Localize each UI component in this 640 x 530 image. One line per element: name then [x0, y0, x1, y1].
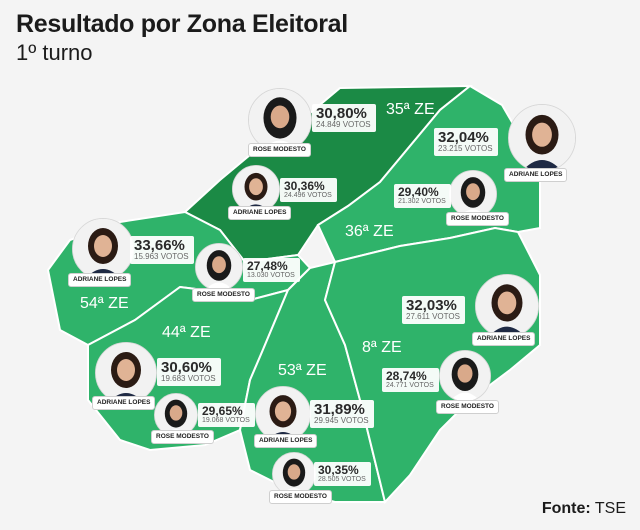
candidate-votes: 27.611 VOTOS	[406, 312, 460, 321]
avatar	[449, 170, 497, 218]
avatar	[195, 243, 243, 291]
candidate-votes: 23.215 VOTOS	[438, 144, 493, 153]
candidate-result: 31,89% 29.945 VOTOS	[310, 400, 374, 428]
candidate-name: ROSE MODESTO	[436, 400, 499, 414]
avatar	[475, 274, 539, 338]
candidate-result: 29,65% 19.068 VOTOS	[198, 403, 255, 427]
zone-label-8: 8ª ZE	[362, 339, 402, 356]
candidate-name: ADRIANE LOPES	[228, 206, 292, 220]
candidate-votes: 21.302 VOTOS	[398, 198, 446, 205]
avatar	[72, 218, 134, 280]
candidate-name: ADRIANE LOPES	[254, 434, 318, 448]
candidate-name: ROSE MODESTO	[269, 490, 332, 504]
candidate-votes: 24.496 VOTOS	[284, 192, 332, 199]
candidate-percent: 32,03%	[406, 297, 457, 314]
candidate-votes: 29.945 VOTOS	[314, 416, 369, 425]
candidate-votes: 24.849 VOTOS	[316, 120, 371, 129]
candidate-result: 30,60% 19.683 VOTOS	[157, 358, 221, 386]
candidate-votes: 13.030 VOTOS	[247, 272, 295, 279]
candidate-result: 33,66% 15.963 VOTOS	[130, 236, 194, 264]
candidate-percent: 31,89%	[314, 401, 365, 418]
candidate-result: 30,80% 24.849 VOTOS	[312, 104, 376, 132]
source-value: TSE	[594, 500, 626, 517]
candidate-result: 30,36% 24.496 VOTOS	[280, 178, 337, 202]
candidate-name: ROSE MODESTO	[192, 288, 255, 302]
candidate-votes: 28.505 VOTOS	[318, 476, 366, 483]
zone-label-54: 54ª ZE	[80, 295, 129, 312]
candidate-result: 32,04% 23.215 VOTOS	[434, 128, 498, 156]
candidate-percent: 30,80%	[316, 105, 367, 122]
candidate-percent: 29,65%	[202, 404, 243, 418]
candidate-result: 30,35% 28.505 VOTOS	[314, 462, 371, 486]
avatar	[95, 342, 157, 404]
candidate-name: ADRIANE LOPES	[504, 168, 568, 182]
candidate-result: 27,48% 13.030 VOTOS	[243, 258, 300, 282]
source-credit: Fonte: TSE	[542, 500, 626, 518]
zone-label-53: 53ª ZE	[278, 362, 327, 379]
candidate-votes: 15.963 VOTOS	[134, 252, 189, 261]
candidate-name: ADRIANE LOPES	[472, 332, 536, 346]
candidate-name: ADRIANE LOPES	[92, 396, 156, 410]
candidate-votes: 24.771 VOTOS	[386, 382, 434, 389]
candidate-percent: 29,40%	[398, 185, 439, 199]
zone-label-35: 35ª ZE	[386, 101, 435, 118]
avatar	[508, 104, 576, 172]
candidate-percent: 30,35%	[318, 463, 359, 477]
avatar	[255, 386, 311, 442]
candidate-result: 32,03% 27.611 VOTOS	[402, 296, 465, 324]
avatar	[154, 393, 198, 437]
page-title: Resultado por Zona Eleitoral	[16, 10, 348, 38]
zone-label-44: 44ª ZE	[162, 324, 211, 341]
avatar	[439, 350, 491, 402]
candidate-name: ADRIANE LOPES	[68, 273, 132, 287]
candidate-result: 28,74% 24.771 VOTOS	[382, 368, 439, 392]
candidate-name: ROSE MODESTO	[151, 430, 214, 444]
candidate-percent: 28,74%	[386, 369, 427, 383]
candidate-name: ROSE MODESTO	[446, 212, 509, 226]
page-subtitle: 1º turno	[16, 40, 93, 65]
zone-label-36: 36ª ZE	[345, 223, 394, 240]
candidate-percent: 30,36%	[284, 179, 325, 193]
candidate-percent: 33,66%	[134, 237, 185, 254]
candidate-name: ROSE MODESTO	[248, 143, 311, 157]
candidate-votes: 19.683 VOTOS	[161, 374, 216, 383]
candidate-votes: 19.068 VOTOS	[202, 417, 250, 424]
candidate-percent: 27,48%	[247, 259, 288, 273]
candidate-percent: 32,04%	[438, 129, 489, 146]
candidate-percent: 30,60%	[161, 359, 212, 376]
source-label: Fonte:	[541, 500, 591, 517]
candidate-result: 29,40% 21.302 VOTOS	[394, 184, 451, 208]
avatar	[232, 165, 280, 213]
